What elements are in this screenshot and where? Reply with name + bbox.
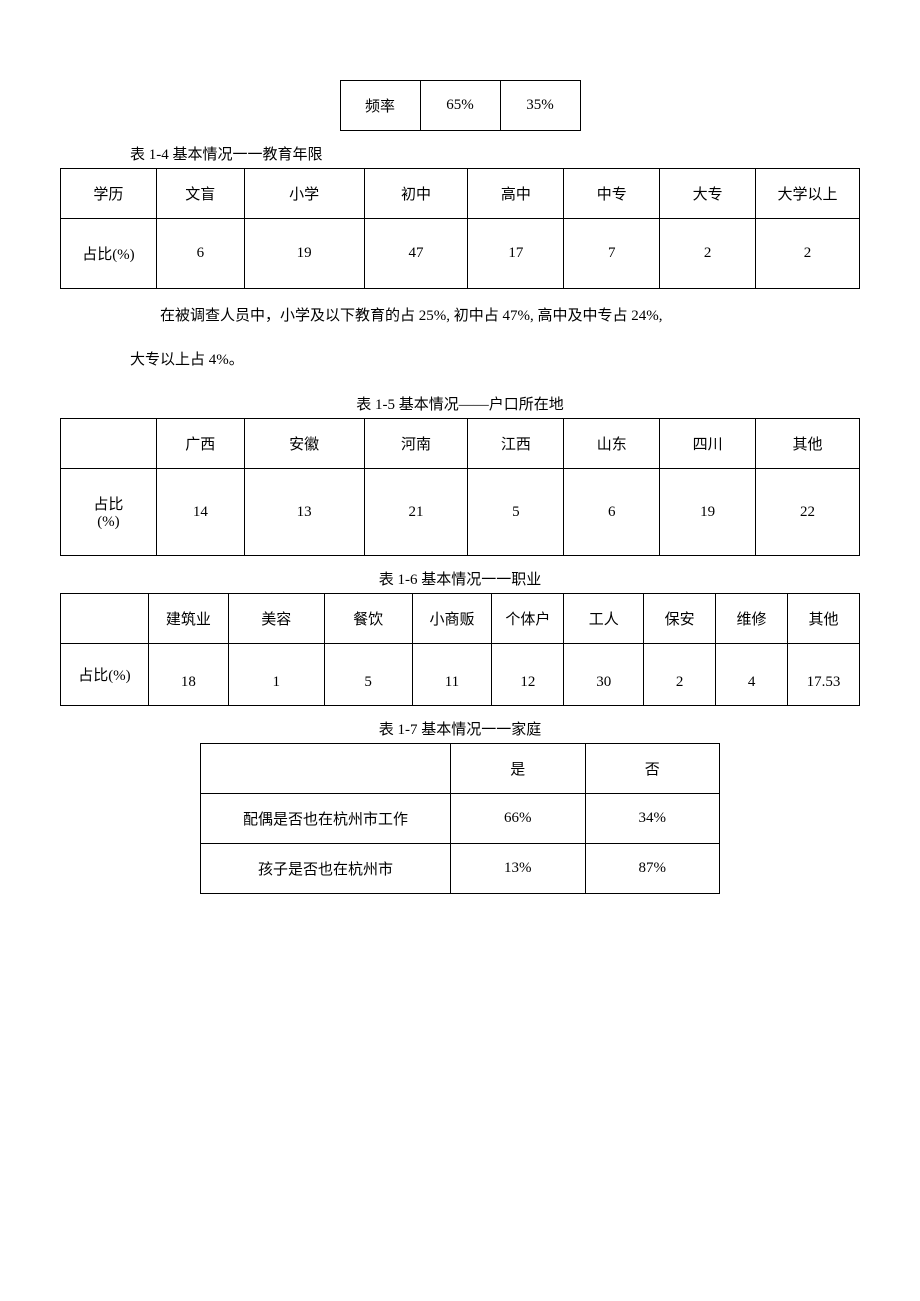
caption-1-7: 表 1-7 基本情况一一家庭	[60, 718, 860, 739]
t16-v5: 30	[564, 644, 644, 706]
t15-h3: 河南	[364, 419, 468, 469]
t15-rl: 占比 (%)	[61, 469, 157, 556]
t16-h3: 餐饮	[324, 594, 412, 644]
t15-h4: 江西	[468, 419, 564, 469]
t17-r0c0: 配偶是否也在杭州市工作	[201, 794, 451, 844]
t14-v5: 2	[660, 219, 756, 289]
t14-h4: 高中	[468, 169, 564, 219]
t16-h4: 小商贩	[412, 594, 492, 644]
t14-v0: 6	[156, 219, 244, 289]
t14-h5: 中专	[564, 169, 660, 219]
table-1-5: 广西 安徽 河南 江西 山东 四川 其他 占比 (%) 14 13 21 5 6…	[60, 418, 860, 556]
t17-r0c2: 34%	[585, 794, 720, 844]
t17-r1c0: 孩子是否也在杭州市	[201, 844, 451, 894]
t14-h6: 大专	[660, 169, 756, 219]
t14-h3: 初中	[364, 169, 468, 219]
t17-r1c1: 13%	[451, 844, 586, 894]
freq-val-0: 65%	[420, 81, 500, 131]
t17-h1: 是	[451, 744, 586, 794]
caption-1-4: 表 1-4 基本情况一一教育年限	[130, 143, 860, 164]
t15-v0: 14	[156, 469, 244, 556]
t16-h1: 建筑业	[148, 594, 228, 644]
t16-h2: 美容	[228, 594, 324, 644]
freq-val-1: 35%	[500, 81, 580, 131]
t16-v8: 17.53	[788, 644, 860, 706]
t14-v4: 7	[564, 219, 660, 289]
t16-h0	[61, 594, 149, 644]
para-2: 大专以上占 4%。	[60, 345, 860, 375]
table-1-4: 学历 文盲 小学 初中 高中 中专 大专 大学以上 占比(%) 6 19 47 …	[60, 168, 860, 289]
t15-v3: 5	[468, 469, 564, 556]
t16-rl: 占比(%)	[61, 644, 149, 706]
caption-1-6: 表 1-6 基本情况一一职业	[60, 568, 860, 589]
t17-h0	[201, 744, 451, 794]
t16-v4: 12	[492, 644, 564, 706]
t16-h7: 保安	[644, 594, 716, 644]
caption-1-5: 表 1-5 基本情况——户口所在地	[60, 393, 860, 414]
t15-v6: 22	[756, 469, 860, 556]
t15-v1: 13	[244, 469, 364, 556]
t15-v4: 6	[564, 469, 660, 556]
t16-v2: 5	[324, 644, 412, 706]
t16-v1: 1	[228, 644, 324, 706]
t15-h2: 安徽	[244, 419, 364, 469]
t16-h8: 维修	[716, 594, 788, 644]
t14-v6: 2	[756, 219, 860, 289]
t16-h6: 工人	[564, 594, 644, 644]
t16-h9: 其他	[788, 594, 860, 644]
t14-v3: 17	[468, 219, 564, 289]
table-1-6: 建筑业 美容 餐饮 小商贩 个体户 工人 保安 维修 其他 占比(%) 18 1…	[60, 593, 860, 706]
t14-h7: 大学以上	[756, 169, 860, 219]
t15-v5: 19	[660, 469, 756, 556]
t14-rl: 占比(%)	[61, 219, 157, 289]
t15-h0	[61, 419, 157, 469]
t14-h1: 文盲	[156, 169, 244, 219]
freq-label: 频率	[340, 81, 420, 131]
t16-v0: 18	[148, 644, 228, 706]
t16-v6: 2	[644, 644, 716, 706]
table-1-7: 是 否 配偶是否也在杭州市工作 66% 34% 孩子是否也在杭州市 13% 87…	[200, 743, 720, 894]
t17-r0c1: 66%	[451, 794, 586, 844]
t15-h5: 山东	[564, 419, 660, 469]
t15-h7: 其他	[756, 419, 860, 469]
t15-h1: 广西	[156, 419, 244, 469]
t17-h2: 否	[585, 744, 720, 794]
t14-h0: 学历	[61, 169, 157, 219]
t14-v1: 19	[244, 219, 364, 289]
t16-v3: 11	[412, 644, 492, 706]
t14-h2: 小学	[244, 169, 364, 219]
t16-v7: 4	[716, 644, 788, 706]
t17-r1c2: 87%	[585, 844, 720, 894]
t15-v2: 21	[364, 469, 468, 556]
t14-v2: 47	[364, 219, 468, 289]
t16-h5: 个体户	[492, 594, 564, 644]
para-1: 在被调查人员中，小学及以下教育的占 25%, 初中占 47%, 高中及中专占 2…	[60, 301, 860, 331]
t15-h6: 四川	[660, 419, 756, 469]
table-frequency: 频率 65% 35%	[340, 80, 581, 131]
